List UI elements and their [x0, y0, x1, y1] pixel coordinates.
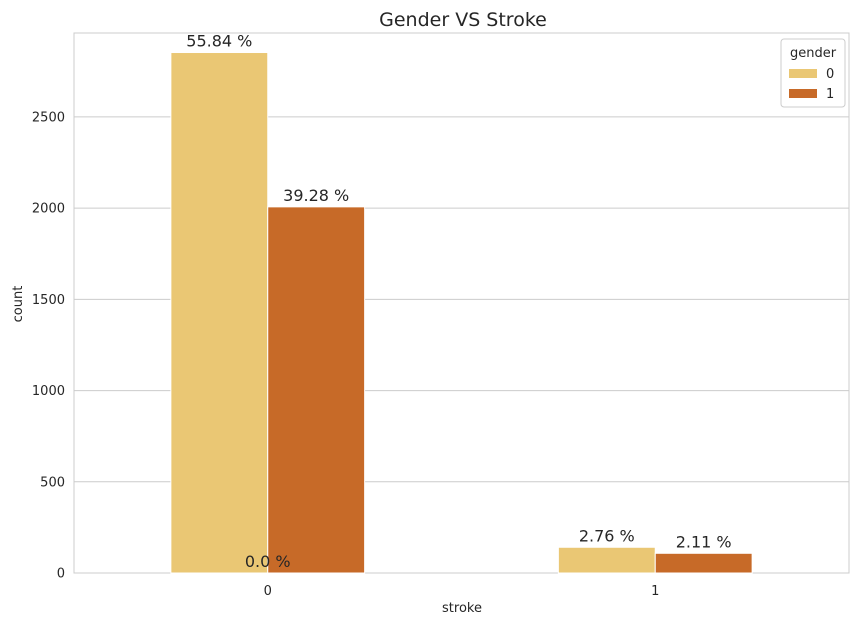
legend-swatch-0	[789, 69, 817, 78]
zero-value-label: 0.0 %	[245, 552, 291, 571]
bar-gender-1-stroke-0	[267, 206, 366, 574]
chart-title: Gender VS Stroke	[379, 9, 547, 31]
bar-value-label: 2.76 %	[579, 526, 635, 545]
bar-value-label: 2.11 %	[676, 532, 732, 551]
bar-labels: 55.84 % 2.76 % 39.28 % 2.11 % 0.0 %	[186, 32, 731, 571]
plot-frame	[73, 32, 850, 574]
y-tick-label: 1000	[32, 384, 65, 399]
x-tick-label: 1	[651, 584, 659, 599]
legend-swatch-1	[789, 89, 817, 98]
bar-gender-0-stroke-1	[557, 546, 656, 574]
bars	[170, 52, 753, 574]
y-tick-label: 2000	[32, 202, 65, 217]
y-tick-label: 1500	[32, 293, 65, 308]
bar-value-label: 39.28 %	[283, 186, 349, 205]
y-tick-label: 500	[40, 475, 65, 490]
y-tick-label: 2500	[32, 110, 65, 125]
bar-value-label: 55.84 %	[186, 32, 252, 51]
legend-label-0: 0	[826, 67, 834, 82]
y-tick-label: 0	[57, 567, 65, 582]
legend-label-1: 1	[826, 87, 834, 102]
x-tick-label: 0	[264, 584, 272, 599]
bar-gender-0-stroke-0	[170, 52, 269, 574]
bar-gender-1-stroke-1	[654, 552, 753, 574]
legend: gender 0 1	[780, 38, 846, 108]
legend-title: gender	[790, 46, 837, 61]
x-axis-label: stroke	[442, 601, 482, 616]
y-tick-labels: 0 500 1000 1500 2000 2500	[32, 110, 65, 581]
y-axis-label: count	[11, 286, 26, 323]
